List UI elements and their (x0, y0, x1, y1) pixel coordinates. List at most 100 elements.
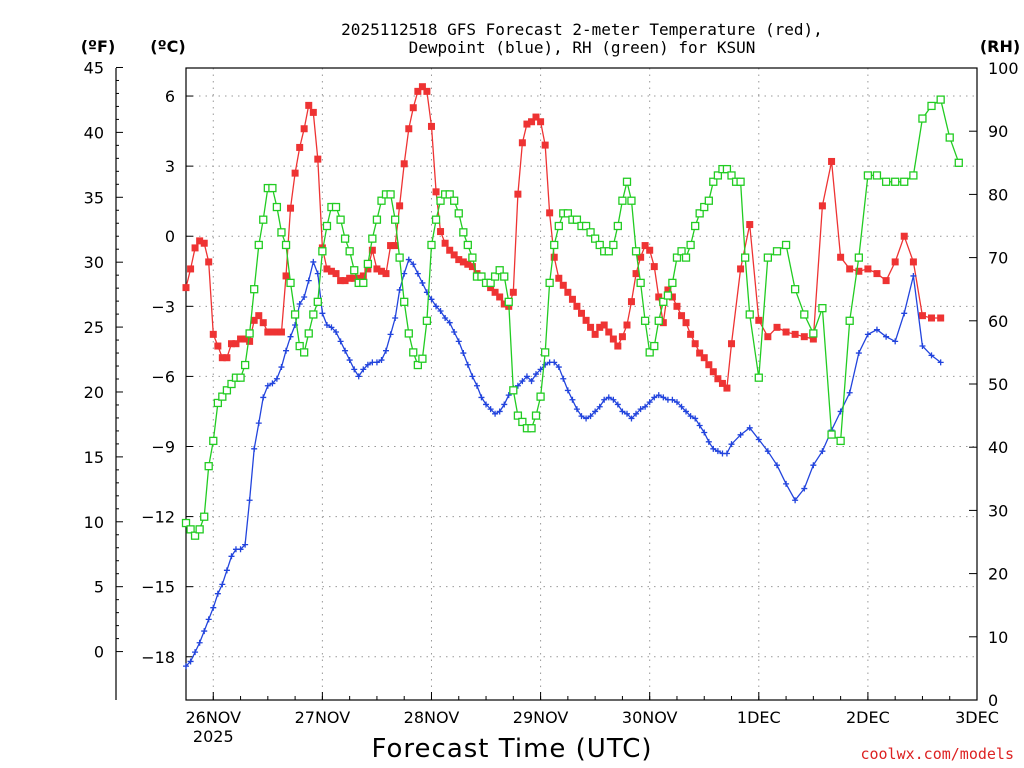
relative-humidity-point (409, 348, 418, 357)
temperature-point (891, 258, 899, 266)
temperature-point (800, 333, 808, 341)
source-credit: coolwx.com/models (860, 745, 1014, 763)
temperature-point (496, 293, 504, 301)
dewpoint-point (451, 329, 458, 336)
temperature-point (441, 239, 449, 247)
relative-humidity-point (309, 310, 318, 319)
temperature-point (582, 316, 590, 324)
relative-humidity-point (827, 430, 836, 439)
dewpoint-point (669, 396, 676, 403)
temperature-point (400, 160, 408, 168)
dewpoint-point (473, 382, 480, 389)
dewpoint-point (873, 326, 880, 333)
dewpoint-point (614, 401, 621, 408)
celsius-tick-label: 6 (165, 87, 175, 106)
dewpoint-point (305, 277, 312, 284)
relative-humidity-point (818, 304, 827, 313)
dewpoint-point (396, 286, 403, 293)
rh-unit-label: (RH) (980, 37, 1020, 56)
dewpoint-point (242, 541, 249, 548)
relative-humidity-point (809, 329, 818, 338)
temperature-point (541, 141, 549, 149)
temperature-point (314, 155, 322, 163)
dewpoint-point (792, 497, 799, 504)
dewpoint-point (287, 333, 294, 340)
dewpoint-point (573, 406, 580, 413)
dewpoint-point (619, 408, 626, 415)
temperature-point (227, 340, 235, 348)
temperature-point (468, 263, 476, 271)
dewpoint-point (237, 546, 244, 553)
dewpoint-point (660, 394, 667, 401)
dewpoint-point (269, 380, 276, 387)
dewpoint-point (328, 324, 335, 331)
relative-humidity-point (581, 221, 591, 231)
dewpoint-point (205, 616, 212, 623)
relative-humidity-point (431, 215, 441, 224)
temperature-point (882, 277, 890, 285)
dewpoint-point (564, 387, 571, 394)
dewpoint-point (310, 258, 317, 265)
temperature-point (650, 263, 658, 271)
temperature-point (528, 118, 536, 126)
relative-humidity-point (200, 512, 209, 521)
temperature-point (682, 319, 690, 327)
temperature-point (546, 209, 554, 217)
relative-humidity-point (318, 247, 327, 256)
relative-humidity-point (518, 417, 527, 427)
rh-tick-label: 70 (988, 249, 1008, 268)
temperature-point (223, 354, 231, 362)
rh-tick-label: 40 (988, 438, 1008, 457)
relative-humidity-point (677, 247, 686, 256)
dewpoint-point (551, 359, 558, 366)
temperature-point (391, 242, 399, 250)
relative-humidity-point (900, 177, 909, 186)
temperature-point (687, 330, 695, 338)
dewpoint-point (196, 639, 203, 646)
relative-humidity-point (572, 215, 582, 224)
temperature-point (300, 125, 308, 133)
dewpoint-point (819, 448, 826, 455)
temperature-point (864, 265, 872, 273)
relative-humidity-point (536, 392, 545, 401)
dewpoint-point (446, 319, 453, 326)
celsius-unit-label: (ºC) (150, 37, 185, 56)
relative-humidity-point (563, 209, 573, 218)
temperature-point (268, 328, 276, 336)
relative-humidity-point (745, 310, 754, 319)
temperature-point (491, 288, 499, 296)
dewpoint-point (560, 375, 567, 382)
dewpoint-point (846, 389, 853, 396)
dewpoint-point (464, 361, 471, 368)
temperature-point (664, 286, 672, 294)
relative-humidity-point (468, 253, 477, 262)
rh-tick-label: 30 (988, 501, 1008, 520)
dewpoint-point (651, 394, 658, 401)
dewpoint-point (355, 373, 362, 380)
temperature-point (696, 349, 704, 357)
temperature-point (550, 253, 558, 261)
relative-humidity-point (245, 329, 254, 338)
dewpoint-point (419, 279, 426, 286)
relative-humidity-point (909, 171, 918, 180)
relative-humidity-point (763, 253, 772, 262)
temperature-point (500, 300, 508, 308)
temperature-point (555, 274, 563, 282)
relative-humidity-point (290, 310, 300, 319)
dewpoint-point (728, 441, 735, 448)
temperature-point (641, 242, 649, 250)
relative-humidity-point (477, 272, 486, 281)
temperature-point (264, 328, 272, 336)
relative-humidity-point (459, 228, 468, 237)
relative-humidity-point (377, 196, 386, 205)
dewpoint-point (401, 270, 408, 277)
relative-humidity-point (213, 398, 223, 408)
relative-humidity-point (954, 158, 963, 167)
relative-humidity-point (936, 95, 945, 104)
temperature-point (327, 267, 335, 275)
dewpoint-point (901, 310, 908, 317)
relative-humidity-point (486, 278, 495, 288)
relative-humidity-point (590, 234, 600, 243)
temperature-point (518, 139, 526, 147)
